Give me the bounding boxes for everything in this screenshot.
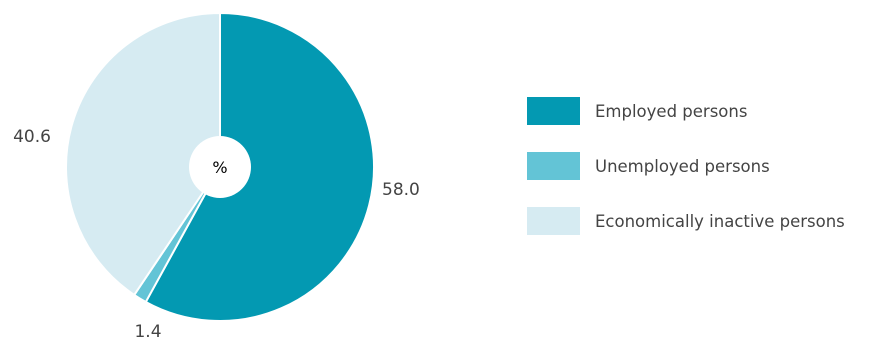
legend-label: Economically inactive persons	[595, 212, 845, 231]
legend-swatch	[527, 207, 580, 235]
center-hole	[189, 136, 251, 198]
slice-labels: 58.0 1.4 40.6	[13, 127, 420, 342]
slice-value-label: 58.0	[382, 180, 420, 200]
legend-label: Employed persons	[595, 102, 747, 121]
legend-swatch	[527, 97, 580, 125]
slice-value-label: 40.6	[13, 127, 51, 147]
pie-slice-economically-inactive-persons	[65, 11, 221, 297]
pie-slices	[65, 11, 375, 322]
center-unit-label: %	[212, 158, 227, 177]
slice-value-label: 1.4	[134, 322, 161, 339]
pie-slice-employed-persons	[144, 11, 375, 322]
legend: Employed persons Unemployed persons Econom…	[527, 97, 845, 235]
legend-swatch	[527, 152, 580, 180]
legend-label: Unemployed persons	[595, 157, 770, 176]
